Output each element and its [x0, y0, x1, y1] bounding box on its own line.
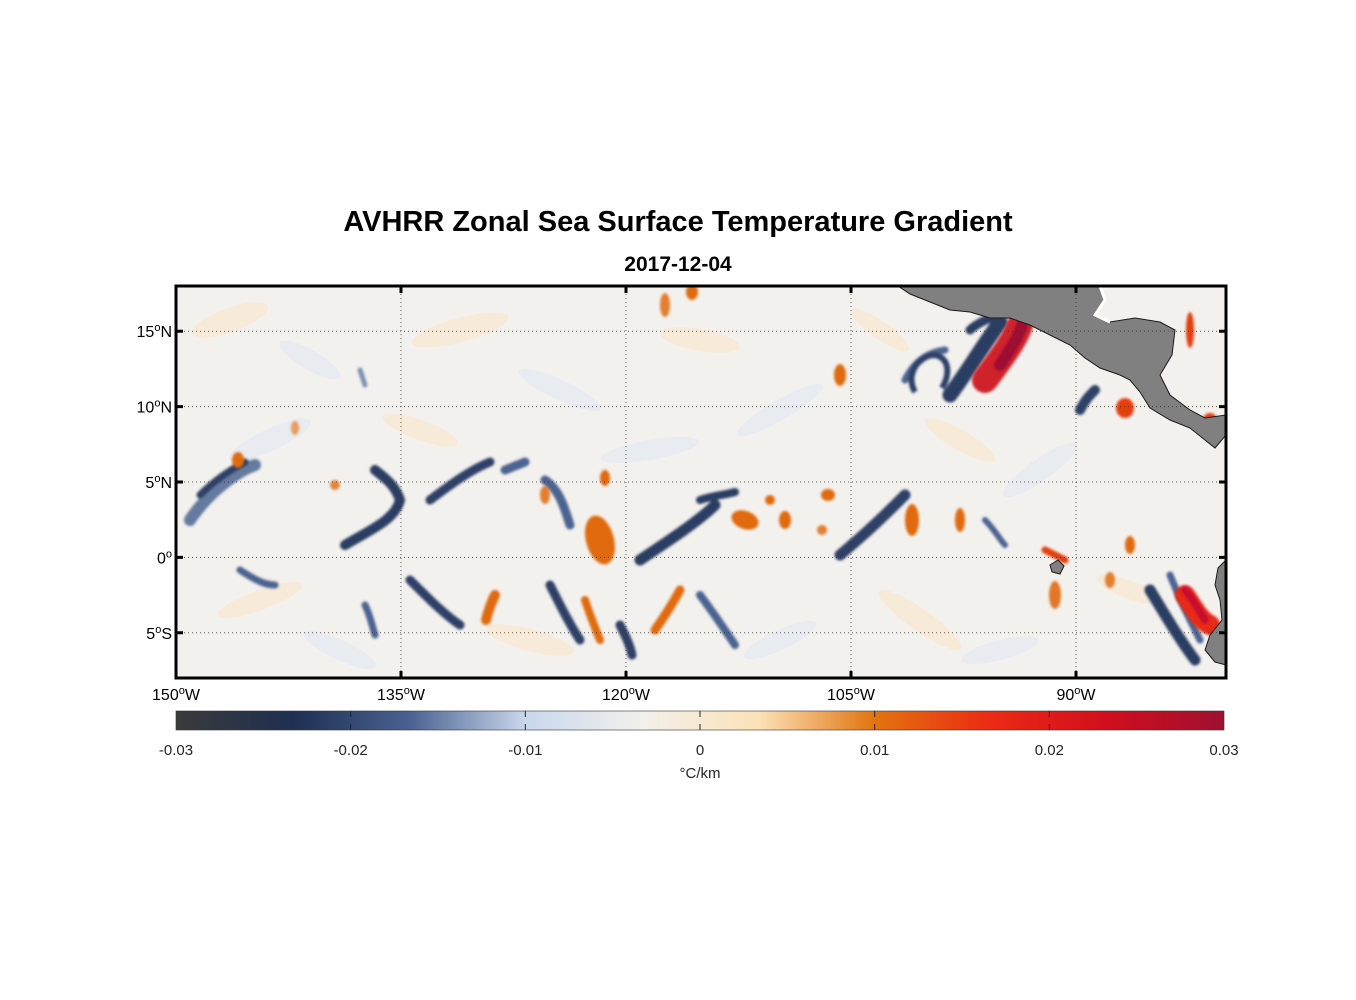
colorbar-tick-label: 0.01	[860, 742, 889, 759]
land-mass	[897, 286, 1226, 666]
y-tick-label: 15oN	[137, 322, 172, 341]
x-tick-label: 135oW	[377, 685, 426, 704]
y-tick-label: 5oN	[145, 473, 172, 492]
colorbar-tick-label: -0.01	[508, 742, 542, 759]
colorbar-tick-label: 0.03	[1209, 742, 1238, 759]
galapagos-island	[1049, 559, 1065, 575]
x-axis: 150oW 135oW 120oW 105oW 90oW	[152, 286, 1096, 704]
x-tick-label: 105oW	[827, 685, 876, 704]
x-tick-label: 90oW	[1056, 685, 1096, 704]
colorbar-unit-label: °C/km	[680, 765, 721, 782]
background-texture	[192, 302, 1164, 670]
map-title: AVHRR Zonal Sea Surface Temperature Grad…	[343, 206, 1013, 238]
positive-gradient-features	[232, 286, 1220, 644]
x-tick-label: 150oW	[152, 685, 201, 704]
gridlines	[176, 286, 1226, 678]
y-tick-label: 10oN	[137, 398, 172, 417]
y-tick-label: 0o	[157, 548, 172, 567]
colorbar: -0.03 -0.02 -0.01 0 0.01 0.02 0.03 °C/km	[159, 710, 1239, 782]
y-tick-label: 5oS	[146, 624, 172, 643]
colorbar-tick-label: 0.02	[1035, 742, 1064, 759]
colorbar-tick-label: 0	[696, 742, 704, 759]
south-america-land	[1204, 559, 1226, 666]
colorbar-tick-label: -0.02	[334, 742, 368, 759]
map-subtitle-date: 2017-12-04	[624, 253, 732, 276]
colorbar-tick-label: -0.03	[159, 742, 193, 759]
y-axis: 15oN 10oN 5oN 0o 5oS	[137, 322, 1226, 643]
x-tick-label: 120oW	[602, 685, 651, 704]
central-america-coast-highlight	[1092, 286, 1111, 324]
gradient-field	[184, 286, 1226, 670]
central-america-land	[897, 286, 1226, 449]
